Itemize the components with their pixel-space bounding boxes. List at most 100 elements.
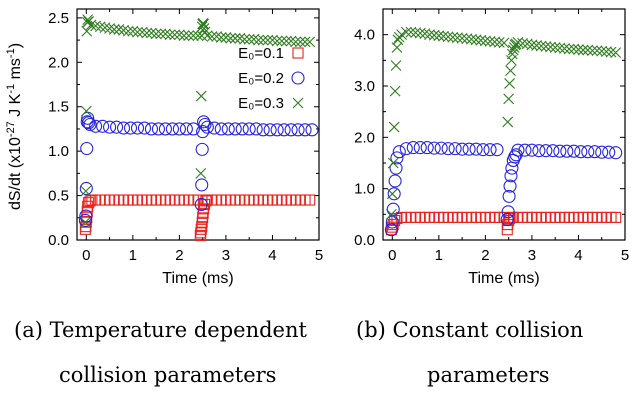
series-3 <box>79 14 316 228</box>
data-point <box>610 211 622 223</box>
series-2 <box>78 111 319 228</box>
data-point <box>567 144 581 158</box>
series-3 <box>385 26 622 220</box>
data-point <box>83 16 95 27</box>
data-point <box>600 46 612 57</box>
data-point <box>281 35 292 47</box>
data-point <box>470 34 482 46</box>
data-point <box>108 24 120 35</box>
series-1 <box>385 211 622 236</box>
x-tick-label: 3 <box>222 247 230 264</box>
data-point <box>305 123 319 137</box>
data-point <box>387 187 401 201</box>
data-point <box>545 41 556 53</box>
data-point <box>80 105 92 117</box>
data-point <box>549 42 561 53</box>
data-point <box>201 30 213 42</box>
data-point <box>172 122 186 136</box>
data-point <box>291 123 305 137</box>
data-point <box>424 29 435 41</box>
data-point <box>200 120 214 134</box>
caption-b-line2: parameters <box>427 363 550 387</box>
data-point <box>151 122 165 136</box>
x-tick-label: 0 <box>388 247 396 264</box>
data-point <box>225 32 236 44</box>
data-point <box>248 33 260 45</box>
data-point <box>525 143 539 157</box>
legend-label: E₀=0.1 <box>238 45 284 62</box>
data-point <box>553 144 567 158</box>
data-point <box>386 188 398 200</box>
data-point <box>194 197 208 212</box>
data-point <box>239 33 250 45</box>
data-point <box>144 122 159 136</box>
data-point <box>475 34 487 46</box>
x-tick-label: 3 <box>528 247 536 264</box>
data-point <box>82 116 96 130</box>
data-point <box>253 34 264 46</box>
data-point <box>455 142 469 156</box>
data-point <box>500 212 514 227</box>
data-point <box>503 179 517 193</box>
data-point <box>596 45 608 57</box>
data-point <box>387 157 399 169</box>
legend-marker <box>292 97 304 109</box>
data-point <box>479 35 491 47</box>
data-point <box>94 21 106 33</box>
data-point <box>399 142 413 156</box>
data-point <box>462 142 476 156</box>
data-point <box>137 121 152 135</box>
data-point <box>198 203 210 215</box>
data-point <box>526 39 538 51</box>
data-point <box>242 122 256 136</box>
data-point <box>164 29 176 41</box>
y-tick-label: 1.5 <box>48 99 69 116</box>
data-point <box>195 227 207 239</box>
data-point <box>200 195 212 207</box>
data-point <box>442 31 454 43</box>
data-point <box>505 161 519 175</box>
data-point <box>588 145 602 159</box>
data-point <box>389 161 403 175</box>
data-point <box>123 121 138 135</box>
legend-label: E₀=0.2 <box>238 70 284 87</box>
data-point <box>160 28 171 40</box>
data-point <box>508 42 520 53</box>
y-tick-label: 4.0 <box>354 27 375 44</box>
data-point <box>130 121 145 135</box>
data-point <box>456 32 468 44</box>
y-tick-label: 2.0 <box>48 54 69 71</box>
x-tick-label: 5 <box>621 247 629 264</box>
data-point <box>433 30 445 42</box>
data-point <box>267 34 278 46</box>
data-point <box>234 32 246 44</box>
data-point <box>427 141 441 155</box>
data-point <box>82 14 94 26</box>
data-point <box>79 216 91 228</box>
data-point <box>386 202 400 216</box>
data-point <box>103 120 117 134</box>
data-point <box>257 34 269 46</box>
data-point <box>554 42 566 54</box>
data-point <box>141 27 153 39</box>
data-point <box>518 143 532 157</box>
data-point <box>563 43 575 55</box>
data-point <box>591 45 603 56</box>
data-point <box>83 117 97 132</box>
data-point <box>304 194 316 206</box>
data-point <box>389 85 401 97</box>
data-point <box>448 142 462 156</box>
data-point <box>122 25 134 37</box>
data-point <box>243 33 255 45</box>
y-tick-label: 2.5 <box>48 10 69 27</box>
data-point <box>78 213 92 228</box>
data-point <box>150 28 162 40</box>
data-point <box>469 142 483 156</box>
data-point <box>206 31 218 42</box>
data-point <box>434 141 448 155</box>
data-point <box>560 144 574 158</box>
data-point <box>388 174 402 188</box>
legend-marker <box>291 71 305 85</box>
data-point <box>192 30 204 42</box>
data-point <box>521 38 533 50</box>
